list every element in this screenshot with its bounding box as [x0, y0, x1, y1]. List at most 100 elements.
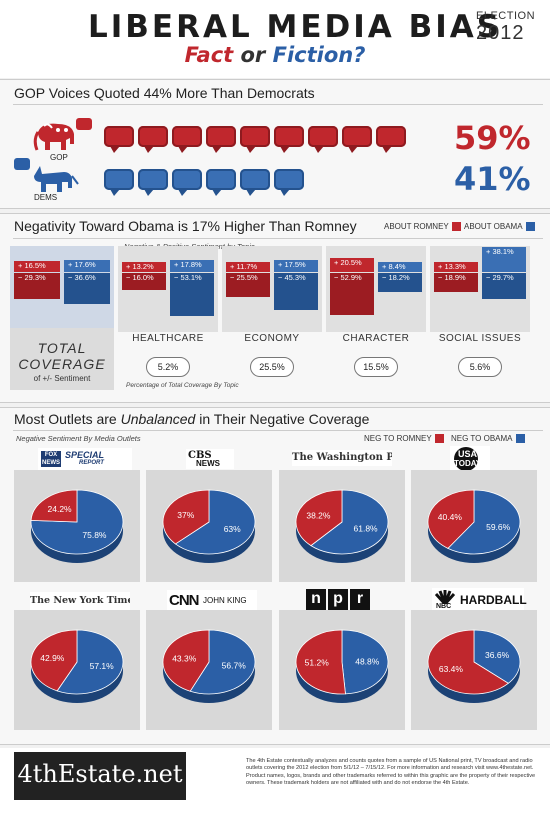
romney-slice	[427, 489, 475, 549]
quotes-heading: GOP Voices Quoted 44% More Than Democrat…	[14, 85, 315, 101]
romney-slice	[295, 489, 343, 547]
legend-neg-obama-swatch	[515, 434, 525, 444]
romney-positive-bar: + 20.5%	[330, 258, 374, 272]
outlets-heading-post: in Their Negative Coverage	[195, 411, 370, 427]
footer-disclaimer: The 4th Estate contextually analyzes and…	[246, 758, 536, 787]
divider	[13, 430, 543, 431]
dems-donkey-icon: DEMS	[14, 158, 79, 202]
obama-positive-bar: + 8.4%	[378, 262, 422, 272]
obama-pct-label: 48.8%	[355, 656, 380, 666]
page-subtitle: Fact or Fiction?	[0, 43, 550, 67]
obama-positive-bar: + 17.8%	[170, 260, 214, 272]
speech-bubble-icon	[104, 169, 134, 196]
romney-pct-label: 37%	[177, 510, 194, 520]
sentiment-label: of +/- Sentiment	[33, 374, 91, 383]
speech-bubble-icon	[76, 118, 92, 130]
speech-bubble-tail	[178, 189, 188, 196]
obama-slice	[310, 489, 389, 555]
outlet-card: 43.3% 56.7%	[146, 610, 272, 730]
legend-obama-label: ABOUT OBAMA	[464, 222, 523, 231]
romney-positive-bar: + 11.7%	[226, 262, 270, 272]
obama-slice	[189, 629, 256, 695]
npr-n: n	[306, 589, 326, 611]
divider	[13, 238, 543, 239]
romney-pct-label: 38.2%	[306, 511, 331, 521]
outlet-card: 63.4% 36.6%	[411, 610, 537, 730]
romney-pct-label: 63.4%	[439, 664, 464, 674]
romney-negative-bar: − 16.0%	[122, 273, 166, 290]
cbs-logo: CBS NEWS	[186, 449, 234, 469]
speech-bubble-tail	[348, 146, 358, 153]
obama-pct-label: 56.7%	[222, 661, 247, 671]
legend-romney-label: ABOUT ROMNEY	[384, 222, 449, 231]
pie-chart: 43.3% 56.7%	[162, 629, 256, 703]
npr-logo: n p r	[306, 589, 372, 611]
legend-neg-romney-label: NEG TO ROMNEY	[364, 434, 432, 443]
speech-bubble-icon	[14, 158, 30, 170]
romney-positive-bar: + 16.5%	[14, 261, 60, 272]
obama-slice	[447, 489, 521, 555]
legend-neg-obama-label: NEG TO OBAMA	[451, 434, 513, 443]
obama-positive-bar: + 38.1%	[482, 246, 526, 272]
coverage-share-badge: 5.2%	[146, 357, 190, 377]
topic-label: CHARACTER	[342, 333, 410, 344]
cnn-logo: CNN JOHN KING	[167, 590, 257, 612]
legend-neg-romney: NEG TO ROMNEY	[364, 434, 444, 444]
speech-bubble-tail	[144, 146, 154, 153]
obama-negative-bar: − 18.2%	[378, 273, 422, 292]
brand-logo	[14, 752, 186, 800]
pie-chart: 40.4% 59.6%	[427, 489, 521, 563]
election-label: ELECTION	[476, 10, 536, 22]
romney-negative-bar: − 18.9%	[434, 273, 478, 292]
outlet-card: 51.2% 48.8%	[279, 610, 405, 730]
fox-special: SPECIAL	[65, 450, 105, 460]
obama-positive-bar: + 17.5%	[274, 260, 318, 272]
donkey-tail	[71, 175, 79, 185]
romney-positive-bar: + 13.2%	[122, 262, 166, 272]
gop-label: GOP	[50, 153, 68, 162]
speech-bubble-tail	[246, 189, 256, 196]
elephant-body	[38, 123, 74, 150]
speech-bubble-icon	[206, 126, 236, 153]
legend-romney: ABOUT ROMNEY	[384, 222, 461, 232]
speech-bubble-icon	[240, 126, 270, 153]
outlets-heading-em: Unbalanced	[120, 411, 196, 427]
speech-bubble-icon	[342, 126, 372, 153]
romney-slice	[427, 629, 510, 695]
gop-percent: 59%	[454, 119, 531, 157]
speech-bubble-icon	[172, 169, 202, 196]
msnbc-logo: NBC HARDBALL	[432, 588, 527, 612]
divider	[13, 104, 543, 105]
obama-negative-bar: − 53.1%	[170, 273, 214, 316]
obama-negative-bar: − 29.7%	[482, 273, 526, 300]
romney-pct-label: 40.4%	[438, 512, 463, 522]
total-label: TOTAL	[37, 340, 87, 356]
gop-bubble-row	[104, 126, 406, 153]
speech-bubble-tail	[280, 189, 290, 196]
cbs-news-text: NEWS	[196, 459, 220, 468]
romney-pct-label: 42.9%	[40, 653, 65, 663]
topic-footnote: Percentage of Total Coverage By Topic	[126, 382, 239, 389]
fox-badge: FOX NEWS	[41, 451, 61, 467]
cnn-show: JOHN KING	[203, 596, 247, 605]
elephant-trunk	[33, 131, 40, 151]
obama-slice	[56, 629, 124, 695]
pie-chart: 63.4% 36.6%	[427, 629, 521, 703]
speech-bubble-tail	[110, 189, 120, 196]
subtitle-or: or	[240, 43, 266, 67]
brand-name: 4thEstate.net	[17, 760, 183, 788]
peacock-icon	[434, 590, 456, 604]
topic-label: SOCIAL ISSUES	[438, 333, 522, 344]
romney-positive-bar: + 13.3%	[434, 262, 478, 272]
romney-slice	[295, 629, 346, 695]
speech-bubble-tail	[246, 146, 256, 153]
topic-label: ECONOMY	[244, 333, 300, 344]
pie-chart: 42.9% 57.1%	[30, 629, 124, 703]
speech-bubble-icon	[274, 126, 304, 153]
total-coverage-box	[10, 328, 114, 390]
speech-bubble-tail	[212, 189, 222, 196]
coverage-share-badge: 25.5%	[250, 357, 294, 377]
speech-bubble-icon	[172, 126, 202, 153]
speech-bubble-icon	[104, 126, 134, 153]
obama-negative-bar: − 45.3%	[274, 273, 318, 311]
